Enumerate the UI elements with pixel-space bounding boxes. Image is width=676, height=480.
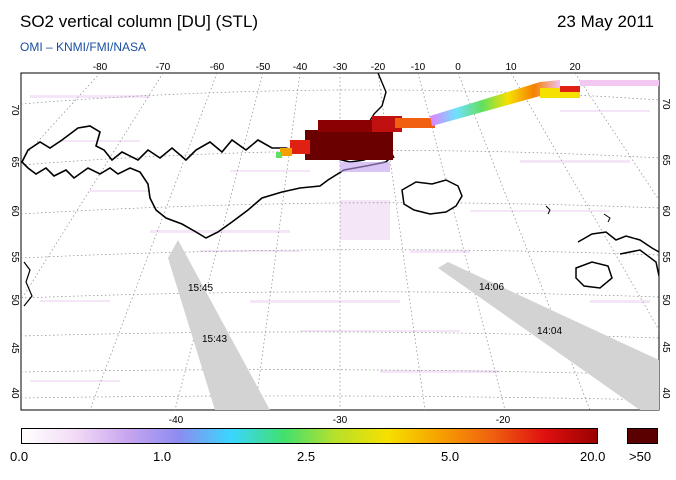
lon-label-top: -50 bbox=[256, 62, 271, 73]
lon-label-top: -10 bbox=[411, 62, 426, 73]
lat-label-right: 40 bbox=[660, 387, 671, 399]
colorbar-tick-label: 0.0 bbox=[10, 449, 29, 464]
lon-label-top: -60 bbox=[210, 62, 225, 73]
svalbard-coast bbox=[23, 261, 33, 307]
lon-label-bottom: -30 bbox=[333, 415, 348, 426]
orbit-time-label: 15:43 bbox=[202, 334, 227, 345]
map-date: 23 May 2011 bbox=[556, 12, 654, 31]
lat-label-left: 70 bbox=[9, 104, 20, 116]
lon-label-top: 0 bbox=[455, 62, 461, 73]
lon-label-top: -70 bbox=[156, 62, 171, 73]
lat-label-left: 40 bbox=[9, 387, 20, 399]
british-isles-coastline bbox=[577, 231, 659, 253]
orbit-time-label: 15:45 bbox=[188, 283, 213, 294]
lat-label-left: 45 bbox=[9, 342, 20, 354]
lon-label-top: -80 bbox=[93, 62, 108, 73]
orbit-time-label: 14:04 bbox=[537, 326, 562, 337]
lon-label-top: 10 bbox=[505, 62, 517, 73]
lat-label-right: 65 bbox=[660, 154, 671, 166]
lon-label-bottom: -20 bbox=[496, 415, 511, 426]
lat-label-right: 70 bbox=[660, 98, 671, 110]
data-credit: OMI – KNMI/FMI/NASA bbox=[20, 40, 147, 54]
lat-label-right: 50 bbox=[660, 294, 671, 306]
lat-label-left: 65 bbox=[9, 156, 20, 168]
iceland-coastline bbox=[401, 179, 463, 215]
lat-label-left: 60 bbox=[9, 205, 20, 217]
colorbar-max-label: >50 bbox=[629, 449, 652, 464]
lat-label-left: 50 bbox=[9, 294, 20, 306]
lon-label-top: -40 bbox=[293, 62, 308, 73]
lon-label-top: -20 bbox=[371, 62, 386, 73]
lon-label-top: 20 bbox=[569, 62, 581, 73]
scotland-coastline bbox=[619, 249, 659, 277]
lon-label-top: -30 bbox=[333, 62, 348, 73]
no-data-swath-east bbox=[438, 262, 659, 410]
map-title: SO2 vertical column [DU] (STL) bbox=[20, 12, 259, 31]
lon-label-bottom: -40 bbox=[169, 415, 184, 426]
colorbar-tick-label: 2.5 bbox=[297, 449, 316, 464]
colorbar-tick-label: 5.0 bbox=[441, 449, 460, 464]
lat-label-right: 55 bbox=[660, 251, 671, 263]
colorbar-max-swatch bbox=[627, 428, 658, 444]
colorbar bbox=[21, 428, 598, 444]
lat-label-right: 45 bbox=[660, 341, 671, 353]
no-data-swath-west bbox=[168, 240, 270, 410]
colorbar-tick-label: 1.0 bbox=[153, 449, 172, 464]
lat-label-left: 55 bbox=[9, 251, 20, 263]
norway-coast bbox=[603, 213, 611, 223]
orbit-time-label: 14:06 bbox=[479, 282, 504, 293]
faroe-islands bbox=[545, 205, 551, 215]
lat-label-right: 60 bbox=[660, 205, 671, 217]
so2-plume bbox=[276, 80, 659, 172]
ireland-coastline bbox=[575, 261, 613, 289]
colorbar-tick-label: 20.0 bbox=[580, 449, 606, 464]
